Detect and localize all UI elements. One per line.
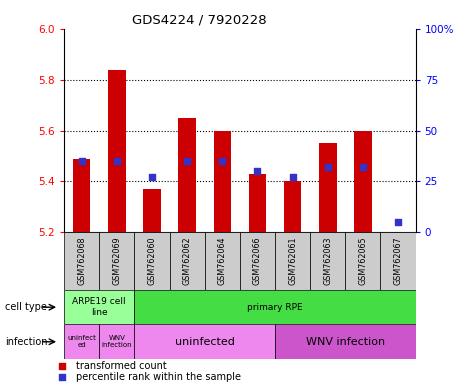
Bar xyxy=(134,232,170,290)
Text: WNV infection: WNV infection xyxy=(306,337,385,347)
Bar xyxy=(345,232,380,290)
Bar xyxy=(310,232,345,290)
Bar xyxy=(108,70,125,232)
Text: infection: infection xyxy=(5,337,47,347)
Bar xyxy=(170,232,205,290)
Text: GDS4224 / 7920228: GDS4224 / 7920228 xyxy=(132,13,267,26)
Bar xyxy=(134,324,275,359)
Point xyxy=(113,158,121,164)
Text: GSM762069: GSM762069 xyxy=(113,237,121,285)
Text: GSM762068: GSM762068 xyxy=(77,237,86,285)
Point xyxy=(289,174,296,180)
Text: transformed count: transformed count xyxy=(76,361,167,371)
Bar xyxy=(249,174,266,232)
Point xyxy=(254,168,261,174)
Text: GSM762065: GSM762065 xyxy=(359,237,367,285)
Bar xyxy=(99,324,134,359)
Bar xyxy=(64,324,99,359)
Bar xyxy=(64,290,134,324)
Point xyxy=(78,158,86,164)
Bar xyxy=(99,232,134,290)
Bar xyxy=(354,131,371,232)
Point xyxy=(148,174,156,180)
Text: percentile rank within the sample: percentile rank within the sample xyxy=(76,372,241,382)
Point xyxy=(58,374,66,380)
Bar xyxy=(284,181,301,232)
Bar xyxy=(213,131,231,232)
Bar xyxy=(240,232,275,290)
Text: GSM762067: GSM762067 xyxy=(394,237,402,285)
Bar xyxy=(73,159,91,232)
Point xyxy=(394,219,402,225)
Text: GSM762061: GSM762061 xyxy=(288,237,297,285)
Bar xyxy=(143,189,161,232)
Text: uninfected: uninfected xyxy=(175,337,235,347)
Text: GSM762063: GSM762063 xyxy=(323,237,332,285)
Text: uninfect
ed: uninfect ed xyxy=(67,335,96,348)
Point xyxy=(359,164,367,170)
Text: primary RPE: primary RPE xyxy=(247,303,303,312)
Point xyxy=(218,158,226,164)
Text: ARPE19 cell
line: ARPE19 cell line xyxy=(73,298,126,317)
Text: GSM762062: GSM762062 xyxy=(183,237,191,285)
Bar xyxy=(205,232,240,290)
Bar xyxy=(64,232,99,290)
Text: GSM762064: GSM762064 xyxy=(218,237,227,285)
Bar xyxy=(275,324,416,359)
Point xyxy=(183,158,191,164)
Text: cell type: cell type xyxy=(5,302,47,312)
Bar xyxy=(319,143,336,232)
Point xyxy=(58,363,66,369)
Bar xyxy=(134,290,416,324)
Bar xyxy=(275,232,310,290)
Bar xyxy=(179,118,196,232)
Text: WNV
infection: WNV infection xyxy=(102,335,132,348)
Text: GSM762060: GSM762060 xyxy=(148,237,156,285)
Text: GSM762066: GSM762066 xyxy=(253,237,262,285)
Bar xyxy=(380,232,416,290)
Point xyxy=(324,164,332,170)
